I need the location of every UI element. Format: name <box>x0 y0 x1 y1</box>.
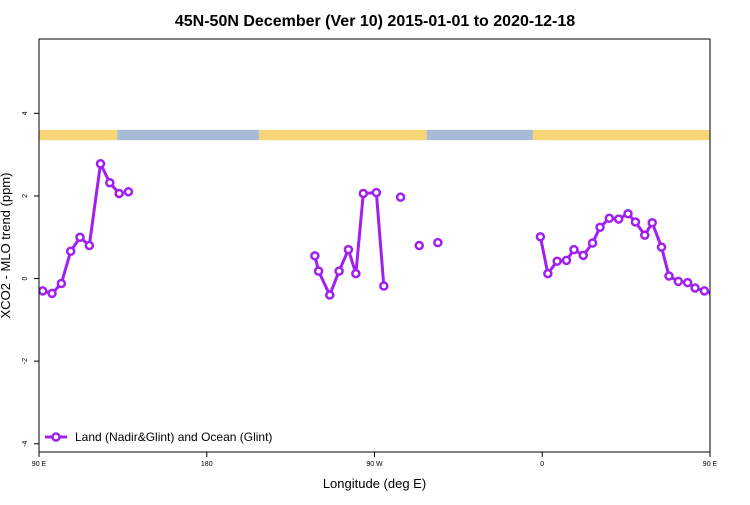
data-point <box>47 288 57 299</box>
data-point <box>729 248 736 255</box>
data-point <box>535 232 546 242</box>
data-point <box>682 277 693 288</box>
data-point <box>708 290 710 297</box>
data-point <box>613 214 624 224</box>
y-axis-label: XCO2 - MLO trend (ppm) <box>0 173 13 319</box>
data-point <box>65 246 76 257</box>
band-land <box>532 129 710 141</box>
data-point <box>343 244 354 255</box>
data-point <box>123 187 134 197</box>
data-point <box>310 251 320 261</box>
data-point <box>371 187 382 198</box>
data-point <box>647 218 657 228</box>
y-tick-label: 0 <box>22 276 29 280</box>
data-point <box>656 242 667 252</box>
land-ocean-band <box>39 129 750 141</box>
series-line <box>42 162 129 295</box>
data-point <box>673 276 684 287</box>
x-axis-label: Longitude (deg E) <box>323 476 426 491</box>
chart-title: 45N-50N December (Ver 10) 2015-01-01 to … <box>175 13 575 30</box>
data-point <box>552 256 562 266</box>
plot-frame <box>38 38 711 453</box>
x-tick-label: 180 <box>201 461 213 468</box>
band-land <box>39 129 118 141</box>
data-point <box>587 238 598 248</box>
data-point <box>39 286 48 296</box>
data-point <box>640 230 650 240</box>
y-tick-label: -4 <box>22 441 29 447</box>
series-line <box>538 212 710 294</box>
axes-layer: 90 E 180 90 W 0 90 E -4 -2 0 2 4 <box>22 111 718 468</box>
data-point <box>720 280 727 287</box>
data-point <box>433 237 443 248</box>
band-ocean <box>426 129 533 141</box>
data-point <box>325 290 335 300</box>
series-layer <box>39 158 750 300</box>
data-point <box>414 240 424 251</box>
data-point <box>561 255 572 266</box>
x-tick-label: 0 <box>540 461 544 468</box>
data-point <box>623 208 633 219</box>
y-tick-label: 4 <box>22 111 29 115</box>
band-ocean <box>117 129 259 141</box>
data-point <box>746 242 750 249</box>
data-point <box>114 188 124 199</box>
data-point <box>664 271 674 281</box>
data-point <box>630 217 641 227</box>
data-point <box>395 192 406 202</box>
data-point <box>690 283 700 293</box>
legend: Land (Nadir&Glint) and Ocean (Glint) <box>45 430 272 444</box>
data-point <box>699 286 710 296</box>
x-tick-label: 90 E <box>703 461 718 468</box>
band-land <box>258 129 427 141</box>
x-tick-label: 90 E <box>32 461 47 468</box>
data-point <box>313 266 324 276</box>
data-point <box>105 177 115 188</box>
data-point <box>569 244 579 255</box>
band-ocean <box>729 130 750 140</box>
data-point <box>351 268 361 279</box>
data-point <box>334 266 344 276</box>
data-point <box>604 213 615 223</box>
legend-label: Land (Nadir&Glint) and Ocean (Glint) <box>75 430 272 444</box>
series-line <box>313 191 386 297</box>
data-point <box>75 232 85 242</box>
y-tick-label: -2 <box>22 358 29 364</box>
data-point <box>543 268 553 279</box>
data-point <box>95 158 106 169</box>
x-tick-label: 90 W <box>366 461 383 468</box>
data-point <box>84 240 95 251</box>
data-point <box>578 250 589 261</box>
legend-marker <box>51 432 61 442</box>
data-point <box>56 278 67 289</box>
data-point <box>358 188 369 199</box>
data-point <box>736 234 743 241</box>
y-tick-label: 2 <box>22 194 29 198</box>
data-point <box>379 281 389 291</box>
data-point <box>595 222 605 233</box>
